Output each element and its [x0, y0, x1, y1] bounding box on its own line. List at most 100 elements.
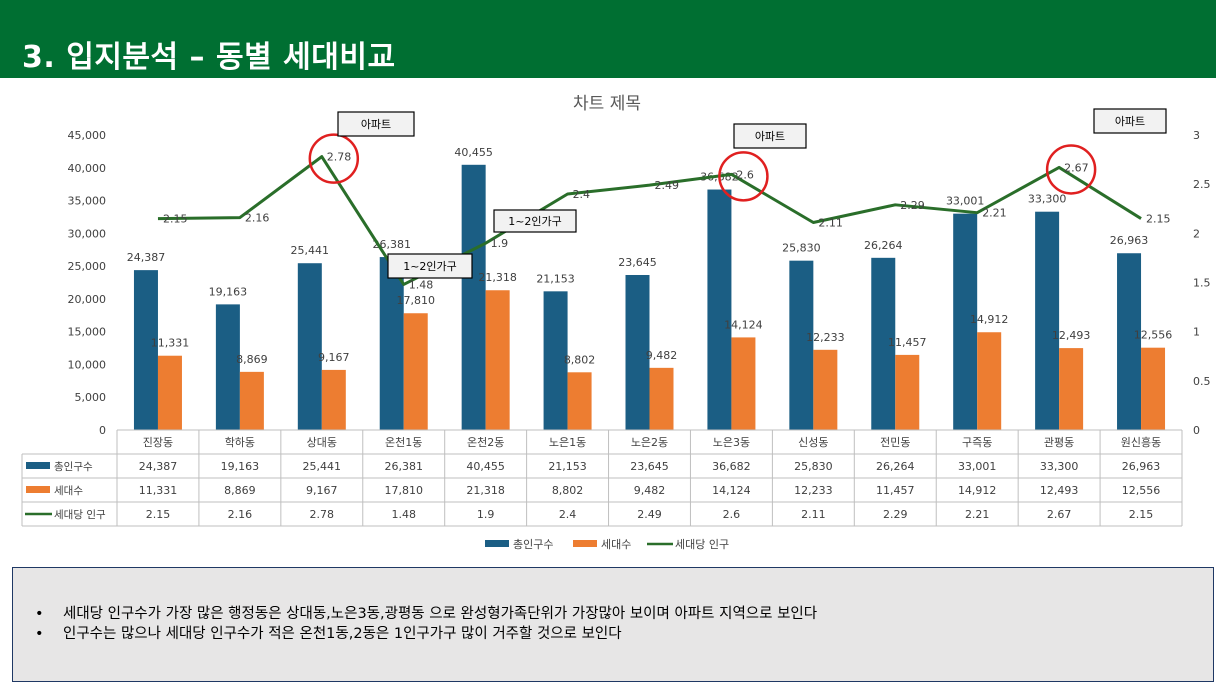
line-value-label: 2.16 — [245, 212, 270, 225]
line-value-label: 2.29 — [900, 199, 925, 212]
category-label: 관평동 — [1044, 436, 1074, 449]
table-cell: 40,455 — [466, 460, 505, 473]
bar-value-label: 21,153 — [536, 272, 575, 285]
table-cell: 2.67 — [1047, 508, 1072, 521]
legend-key — [573, 540, 597, 547]
table-cell: 2.11 — [801, 508, 826, 521]
table-cell: 2.15 — [1129, 508, 1154, 521]
y-right-tick-label: 0 — [1193, 424, 1200, 437]
table-cell: 17,810 — [384, 484, 423, 497]
bar-value-label: 25,441 — [291, 244, 330, 257]
category-label: 노은3동 — [713, 436, 750, 449]
table-cell: 23,645 — [630, 460, 669, 473]
bar-총인구수 — [461, 164, 486, 431]
bar-총인구수 — [379, 257, 404, 430]
bar-총인구수 — [625, 274, 650, 430]
bar-총인구수 — [215, 304, 240, 430]
y-left-tick-label: 5,000 — [75, 391, 107, 404]
bar-value-label: 9,167 — [318, 351, 350, 364]
legend-key — [485, 540, 509, 547]
table-cell: 21,318 — [466, 484, 505, 497]
line-value-label: 2.78 — [327, 151, 352, 164]
line-value-label: 2.67 — [1064, 161, 1089, 174]
y-left-tick-label: 40,000 — [68, 162, 107, 175]
y-right-tick-label: 2.5 — [1193, 178, 1211, 191]
callout-label: 1~2인가구 — [403, 260, 457, 273]
table-cell: 2.49 — [637, 508, 662, 521]
bar-세대수 — [157, 355, 182, 430]
category-label: 신성동 — [798, 436, 828, 449]
line-value-label: 2.11 — [818, 217, 843, 230]
bar-value-label: 26,381 — [372, 238, 411, 251]
table-cell: 2.16 — [228, 508, 253, 521]
bar-총인구수 — [297, 263, 322, 430]
table-cell: 12,493 — [1040, 484, 1079, 497]
table-cell: 12,233 — [794, 484, 833, 497]
y-right-tick-label: 2 — [1193, 227, 1200, 240]
line-value-label: 2.49 — [655, 179, 680, 192]
bar-세대수 — [321, 369, 346, 430]
bar-value-label: 14,912 — [970, 313, 1009, 326]
line-세대당 인구 — [157, 155, 1142, 286]
table-cell: 2.29 — [883, 508, 908, 521]
category-label: 온천2동 — [467, 435, 504, 449]
bar-value-label: 8,869 — [236, 353, 268, 366]
bar-세대수 — [1059, 348, 1084, 430]
table-cell: 8,802 — [552, 484, 584, 497]
table-cell: 25,830 — [794, 460, 833, 473]
table-cell: 33,300 — [1040, 460, 1079, 473]
bar-세대수 — [403, 313, 428, 430]
bar-총인구수 — [871, 257, 896, 430]
category-label: 노은2동 — [631, 436, 668, 449]
y-right-tick-label: 1 — [1193, 326, 1200, 339]
bar-총인구수 — [953, 213, 978, 430]
bar-value-label: 9,482 — [646, 349, 678, 362]
summary-item-1: 세대당 인구수가 가장 많은 행정동은 상대동,노은3동,광평동 으로 완성형가… — [35, 604, 817, 624]
bar-세대수 — [813, 349, 838, 430]
population-household-chart: 차트 제목 0 5,000 10,000 15,000 20,000 25,000 30,00… — [21, 94, 1211, 551]
callout-label: 아파트 — [361, 118, 391, 131]
line-value-label: 2.21 — [982, 207, 1007, 220]
callout-box — [733, 123, 807, 149]
y-left-tick-label: 20,000 — [68, 293, 107, 306]
bar-세대수 — [567, 372, 592, 430]
bar-총인구수 — [789, 260, 814, 430]
table-cell: 1.48 — [391, 508, 416, 521]
callout-label: 아파트 — [755, 130, 785, 143]
category-label: 노은1동 — [549, 436, 586, 449]
summary-list: 세대당 인구수가 가장 많은 행정동은 상대동,노은3동,광평동 으로 완성형가… — [35, 604, 817, 644]
table-series-name: 세대당 인구 — [54, 509, 106, 521]
bar-value-label: 11,457 — [888, 336, 927, 349]
bar-총인구수 — [133, 270, 158, 430]
bar-세대수 — [1141, 347, 1166, 430]
highlight-circle — [718, 151, 769, 202]
line-value-label: 2.4 — [573, 188, 591, 201]
line-value-label: 1.48 — [409, 278, 434, 291]
bar-value-label: 26,963 — [1110, 234, 1149, 247]
y-left-tick-label: 15,000 — [68, 326, 107, 339]
bar-세대수 — [895, 354, 920, 430]
line-value-label: 2.15 — [163, 213, 188, 226]
y-left-tick-label: 25,000 — [68, 260, 107, 273]
bar-value-label: 19,163 — [209, 285, 248, 298]
y-right-tick-label: 3 — [1193, 129, 1200, 142]
bar-value-label: 11,331 — [151, 337, 190, 350]
table-cell: 19,163 — [221, 460, 260, 473]
callout-label: 1~2인가구 — [508, 215, 562, 228]
line-value-label: 1.9 — [491, 237, 509, 250]
slide-title: 3. 입지분석 – 동별 세대비교 — [22, 40, 396, 75]
highlight-circle — [1045, 144, 1097, 195]
bar-세대수 — [977, 332, 1002, 430]
bar-세대수 — [731, 337, 756, 430]
line-value-label: 2.15 — [1146, 213, 1171, 226]
bar-세대수 — [485, 290, 510, 430]
callout-label: 아파트 — [1115, 115, 1145, 128]
table-cell: 8,869 — [224, 484, 256, 497]
bar-value-label: 40,455 — [454, 146, 493, 159]
bar-value-label: 26,264 — [864, 239, 903, 252]
bar-value-label: 12,493 — [1052, 329, 1091, 342]
line-value-label: 2.6 — [736, 168, 754, 181]
category-label: 상대동 — [307, 436, 337, 449]
table-series-name: 세대수 — [54, 485, 83, 497]
table-cell: 21,153 — [548, 460, 587, 473]
